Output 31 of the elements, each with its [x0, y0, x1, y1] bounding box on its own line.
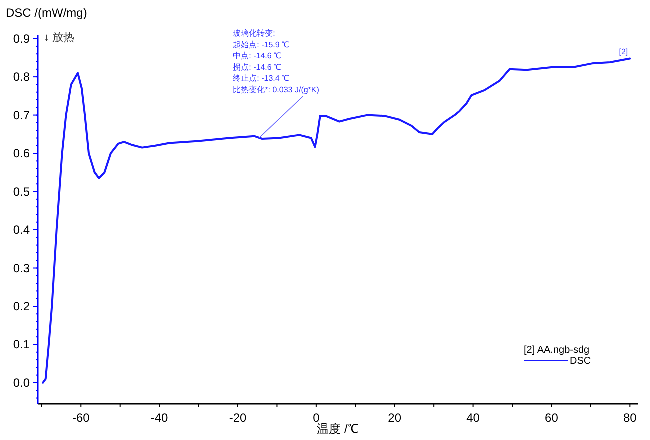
- x-tick-label: 20: [388, 411, 402, 425]
- x-tick-label: 60: [545, 411, 559, 425]
- x-tick-label: 40: [466, 411, 480, 425]
- annotation: 拐点: -14.6 ℃: [232, 62, 282, 72]
- x-tick-label: 80: [623, 411, 638, 425]
- y-tick-label: 0.0: [13, 376, 30, 390]
- annotation: 起始点: -15.9 ℃: [233, 40, 290, 50]
- annotation: [2]: [619, 48, 628, 57]
- annotation: 终止点: -13.4 ℃: [233, 74, 290, 84]
- x-tick-label: -40: [150, 411, 169, 425]
- y-tick-label: 0.8: [13, 70, 30, 84]
- legend-title: [2] AA.ngb-sdg: [524, 345, 590, 356]
- y-tick-label: 0.5: [13, 184, 30, 199]
- y-tick-label: 0.9: [13, 32, 30, 46]
- y-tick-label: 0.4: [13, 223, 30, 238]
- annotation: 玻璃化转变:: [233, 29, 276, 38]
- x-tick-label: -60: [72, 411, 90, 425]
- annotation: 中点: -14.6 ℃: [233, 52, 282, 61]
- annotation: ↓ 放热: [44, 32, 75, 44]
- annotation: 比热变化*: 0.033 J/(g*K): [233, 86, 320, 94]
- y-tick-label: 0.7: [13, 108, 30, 122]
- y-tick-label: 0.6: [13, 146, 30, 161]
- x-axis-title: 温度 /℃: [317, 422, 359, 436]
- y-axis-title: DSC /(mW/mg): [6, 6, 88, 20]
- y-tick-label: 0.3: [13, 261, 30, 276]
- legend: [2] AA.ngb-sdg DSC: [524, 345, 592, 367]
- y-tick-label: 0.1: [13, 338, 30, 352]
- y-tick-label: 0.2: [13, 299, 30, 314]
- legend-label: DSC: [570, 356, 592, 367]
- x-tick-label: 0: [313, 411, 320, 425]
- x-tick-label: -20: [229, 411, 247, 425]
